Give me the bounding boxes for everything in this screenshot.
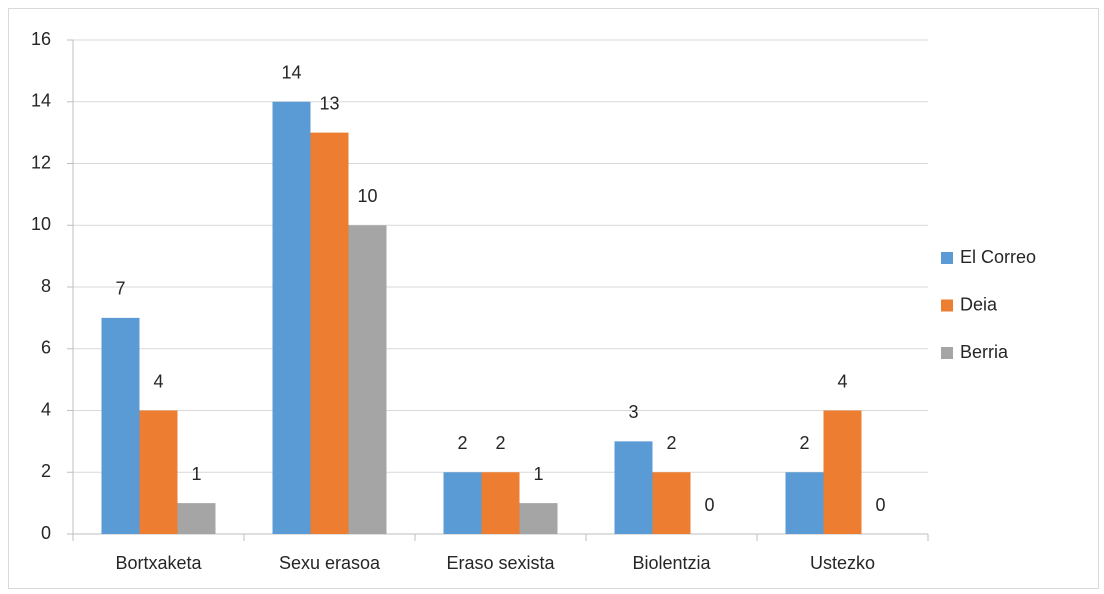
data-label: 2 xyxy=(457,433,467,453)
y-tick-label: 12 xyxy=(31,152,51,172)
bar xyxy=(785,472,824,534)
legend-swatch xyxy=(941,299,953,312)
data-label: 0 xyxy=(704,495,714,515)
legend-label: Deia xyxy=(960,294,998,314)
y-tick-label: 8 xyxy=(41,276,51,296)
bar xyxy=(101,317,140,534)
data-label: 1 xyxy=(533,464,543,484)
x-tick-label: Sexu erasoa xyxy=(279,553,381,573)
data-label: 14 xyxy=(281,63,301,83)
y-tick-label: 10 xyxy=(31,214,51,234)
legend-label: Berria xyxy=(960,342,1009,362)
y-tick-label: 4 xyxy=(41,399,51,419)
bar xyxy=(348,225,387,534)
bar xyxy=(310,132,349,534)
data-label: 2 xyxy=(666,433,676,453)
bar xyxy=(614,441,653,534)
y-tick-label: 2 xyxy=(41,461,51,481)
bar xyxy=(823,410,862,534)
x-tick-label: Eraso sexista xyxy=(446,553,555,573)
y-tick-label: 14 xyxy=(31,91,51,111)
data-label: 0 xyxy=(875,495,885,515)
chart-frame xyxy=(8,8,1099,589)
data-label: 4 xyxy=(153,371,163,391)
bar xyxy=(481,472,520,534)
bar xyxy=(272,101,311,534)
data-label: 3 xyxy=(628,402,638,422)
data-label: 2 xyxy=(495,433,505,453)
data-label: 7 xyxy=(115,279,125,299)
bar xyxy=(443,472,482,534)
legend-label: El Correo xyxy=(960,247,1036,267)
y-tick-label: 16 xyxy=(31,29,51,49)
x-tick-label: Bortxaketa xyxy=(115,553,202,573)
data-label: 2 xyxy=(799,433,809,453)
bar xyxy=(177,503,216,534)
bar xyxy=(139,410,178,534)
x-tick-label: Biolentzia xyxy=(632,553,711,573)
legend-swatch xyxy=(941,252,953,264)
legend-swatch xyxy=(941,347,953,359)
y-tick-label: 6 xyxy=(41,338,51,358)
data-label: 10 xyxy=(357,186,377,206)
data-label: 13 xyxy=(319,93,339,113)
x-tick-label: Ustezko xyxy=(810,553,875,573)
data-label: 4 xyxy=(837,371,847,391)
bar xyxy=(519,503,558,534)
data-label: 1 xyxy=(191,464,201,484)
bar xyxy=(652,472,691,534)
y-tick-label: 0 xyxy=(41,523,51,543)
